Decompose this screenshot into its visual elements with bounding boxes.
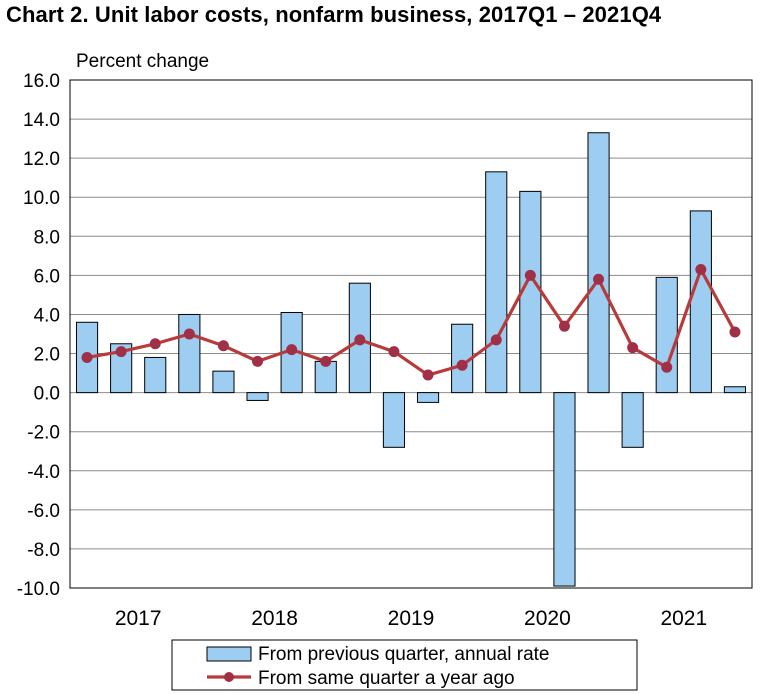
- x-tick-labels: 2017 2018 2019 2020 2021: [115, 607, 707, 630]
- y-tick-label: -6.0: [27, 501, 60, 522]
- legend-label-bar: From previous quarter, annual rate: [258, 644, 550, 665]
- line-point: [320, 355, 332, 367]
- bar: [212, 370, 235, 394]
- bar: [689, 210, 712, 394]
- legend-label-line: From same quarter a year ago: [258, 668, 515, 689]
- y-tick-label: 8.0: [34, 227, 60, 248]
- bar: [110, 343, 133, 394]
- line-point: [558, 320, 570, 332]
- legend-swatch-bar: [206, 646, 252, 662]
- line-point: [354, 334, 366, 346]
- legend-swatch-marker: [224, 672, 234, 682]
- bar: [246, 392, 269, 401]
- line-point: [115, 346, 127, 358]
- y-tick-label: 4.0: [34, 305, 60, 326]
- bar: [655, 276, 678, 394]
- bar: [416, 392, 440, 403]
- y-axis-label: Percent change: [76, 51, 209, 72]
- y-tick-label: -2.0: [27, 423, 60, 444]
- line-point: [286, 344, 298, 356]
- y-tick-label: 14.0: [23, 110, 60, 131]
- y-tick-labels: 16.0 14.0 12.0 10.0 8.0 6.0 4.0 2.0 0.0 -2.0 -4.0 -…: [17, 71, 60, 600]
- bar: [178, 313, 201, 394]
- line-point: [627, 342, 639, 354]
- series-line: [86, 267, 737, 377]
- line-point: [422, 369, 434, 381]
- line-point: [149, 338, 161, 350]
- y-tick-label: 0.0: [34, 384, 60, 405]
- line-point: [729, 326, 741, 338]
- bar: [485, 171, 508, 394]
- bar: [553, 392, 576, 587]
- chart-title: Chart 2. Unit labor costs, nonfarm busin…: [6, 2, 662, 27]
- x-tick-label: 2020: [524, 607, 571, 630]
- line-point: [456, 359, 468, 371]
- y-tick-label: -4.0: [27, 462, 60, 483]
- y-tick-label: 12.0: [23, 149, 60, 170]
- bar: [621, 392, 644, 448]
- y-tick-label: 6.0: [34, 266, 60, 287]
- line-point: [661, 361, 673, 373]
- line-point: [183, 328, 195, 340]
- line-point: [252, 355, 264, 367]
- x-tick-label: 2021: [660, 607, 707, 630]
- bar: [723, 386, 747, 394]
- y-tick-label: -10.0: [17, 579, 60, 600]
- plot-area: [69, 79, 753, 589]
- x-tick-label: 2018: [251, 607, 298, 630]
- line-point: [490, 334, 502, 346]
- bar: [144, 356, 167, 394]
- line-series: [81, 264, 741, 381]
- line-point: [388, 346, 400, 358]
- plot-border: [69, 79, 753, 589]
- line-point: [593, 273, 605, 285]
- line-point: [217, 340, 229, 352]
- bar: [587, 132, 610, 394]
- line-point: [695, 264, 707, 276]
- gridlines: [70, 79, 752, 589]
- y-tick-label: 10.0: [23, 188, 60, 209]
- line-point: [524, 269, 536, 281]
- x-tick-label: 2017: [115, 607, 162, 630]
- bar-series: [75, 132, 747, 587]
- x-tick-label: 2019: [388, 607, 435, 630]
- line-point: [81, 351, 93, 363]
- y-tick-label: -8.0: [27, 540, 60, 561]
- y-tick-label: 16.0: [23, 71, 60, 92]
- bar: [382, 392, 406, 448]
- legend: From previous quarter, annual rate From s…: [171, 639, 638, 691]
- y-tick-label: 2.0: [34, 345, 60, 366]
